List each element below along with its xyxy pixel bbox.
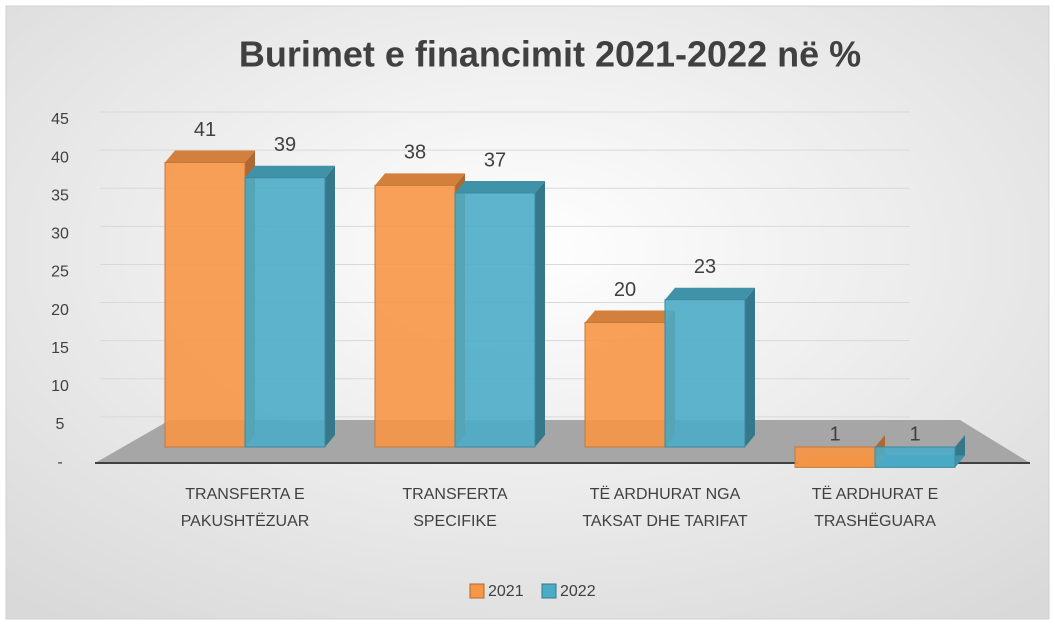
y-tick-label: - — [57, 454, 62, 471]
bar — [374, 184, 456, 448]
bar — [664, 299, 746, 448]
x-tick-label: TË ARDHURAT E TRASHËGUARA — [811, 486, 939, 530]
bar-top — [455, 180, 545, 193]
data-label: 1 — [829, 424, 840, 446]
bar — [454, 192, 536, 448]
y-tick-label: 40 — [51, 149, 69, 166]
y-tick-label: 15 — [51, 340, 69, 357]
chart-title: Burimet e financimit 2021-2022 në % — [239, 34, 861, 75]
data-label: 41 — [194, 119, 216, 141]
y-tick-label: 30 — [51, 226, 69, 243]
legend-swatch — [469, 583, 485, 599]
bar-top — [665, 287, 755, 300]
x-tick-label: TRANSFERTA E PAKUSHTËZUAR — [180, 486, 310, 530]
y-tick-label: 25 — [51, 264, 69, 281]
x-tick-label: TRANSFERTA SPECIFIKE — [402, 486, 508, 530]
bar — [584, 322, 666, 448]
bar — [874, 446, 956, 468]
bar-top — [375, 173, 465, 186]
data-label: 23 — [694, 256, 716, 278]
data-label: 38 — [404, 142, 426, 164]
bar-top — [165, 150, 255, 163]
data-label: 37 — [484, 149, 506, 171]
legend-label: 2021 — [488, 583, 524, 600]
bar-side — [325, 165, 335, 447]
y-tick-label: 5 — [56, 416, 65, 433]
x-tick-label: TË ARDHURAT NGA TAKSAT DHE TARIFAT — [582, 486, 748, 530]
bar — [244, 177, 326, 448]
y-tick-label: 35 — [51, 187, 69, 204]
data-label: 20 — [614, 279, 636, 301]
legend-swatch — [541, 583, 557, 599]
data-label: 39 — [274, 134, 296, 156]
bar-top — [585, 310, 675, 323]
y-tick-label: 45 — [51, 111, 69, 128]
bar — [794, 446, 876, 468]
bar-side — [535, 180, 545, 447]
bar-side — [745, 287, 755, 447]
legend-label: 2022 — [560, 583, 596, 600]
bar-top — [245, 165, 335, 178]
bar — [164, 161, 246, 448]
data-label: 1 — [909, 424, 920, 446]
y-tick-label: 20 — [51, 302, 69, 319]
y-tick-label: 10 — [51, 378, 69, 395]
